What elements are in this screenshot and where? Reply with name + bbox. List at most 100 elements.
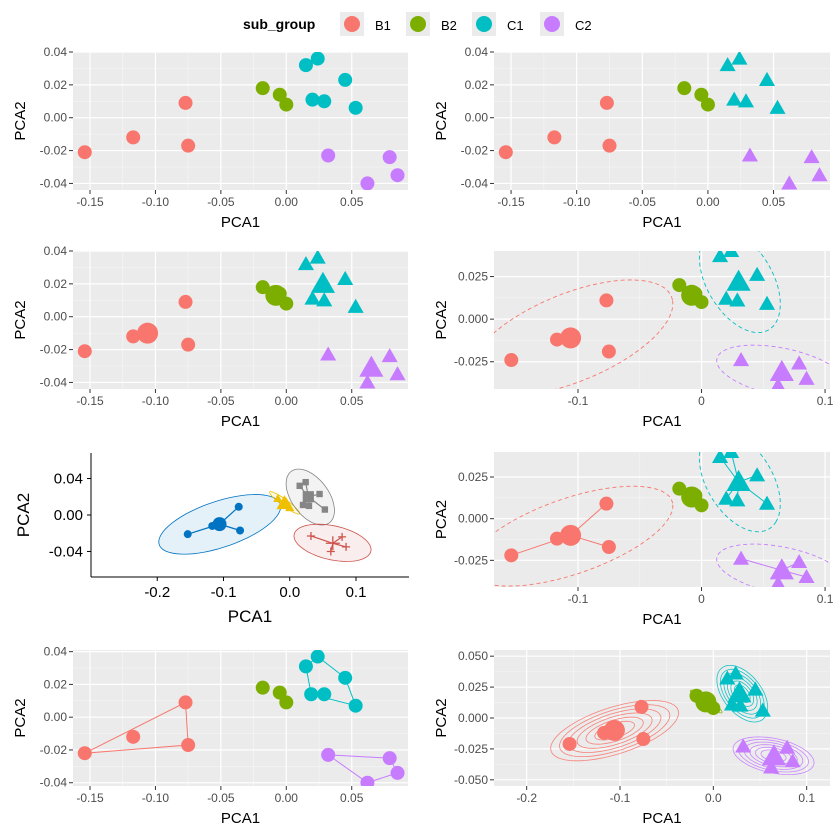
point-c1 <box>310 650 325 664</box>
legend-label-c2: C2 <box>575 18 592 33</box>
point-b1 <box>181 738 196 753</box>
point-c2 <box>771 377 785 389</box>
point-c1 <box>316 292 333 307</box>
point-b2 <box>700 97 715 112</box>
centroid-c2 <box>359 355 384 377</box>
point-b1 <box>178 695 193 710</box>
chart-panel-row4-right: -0.2 -0.1 0.0 0.1 -0.050 -0.025 0.000 0.025 0.05… <box>433 649 830 827</box>
chart-panel-row2-left: -0.15 -0.10 -0.05 0.00 0.05 -0.04 -0.02 0.00 0.0… <box>12 244 408 430</box>
panel-background <box>494 52 830 190</box>
x-tick-label: 0.05 <box>340 195 364 209</box>
point-c2 <box>781 175 798 190</box>
y-tick-label: -0.050 <box>454 773 488 787</box>
point-c1 <box>726 91 743 106</box>
point-c1 <box>338 670 353 685</box>
y-tick-label: 0.04 <box>44 45 68 59</box>
centroid-c2 <box>325 536 340 551</box>
point-b1 <box>126 329 141 344</box>
ellipse-b1 <box>494 485 674 587</box>
point-c1 <box>737 93 755 108</box>
legend-label-b1: B1 <box>375 18 391 33</box>
point-c1 <box>712 452 729 464</box>
point-c1 <box>316 490 323 498</box>
legend-label-b2: B2 <box>441 18 457 33</box>
point-b1 <box>178 294 193 309</box>
point-b2 <box>272 685 287 700</box>
point-c1 <box>727 665 744 680</box>
y-tick-label: 0.025 <box>458 680 488 694</box>
ellipse-c2 <box>716 543 830 587</box>
point-c1 <box>297 256 314 271</box>
x-tick-label: -0.05 <box>629 195 657 209</box>
point-b2 <box>677 81 692 96</box>
x-tick-label: 0.1 <box>817 394 834 408</box>
y-tick-label: -0.04 <box>461 176 489 190</box>
legend-svg: sub_group B1 B2 C1 C2 <box>243 12 592 36</box>
centroid-b1 <box>603 719 625 741</box>
centroid-c1 <box>310 271 336 293</box>
ellipse-b1 <box>494 279 674 389</box>
centroid-b1 <box>212 517 227 532</box>
point-b1 <box>77 344 92 359</box>
point-c1 <box>309 251 326 264</box>
point-b1 <box>126 729 141 744</box>
point-b2 <box>273 493 283 503</box>
panel-background <box>73 650 408 786</box>
y-axis-title: PCA2 <box>433 500 450 539</box>
point-c1 <box>758 295 776 310</box>
density-contour-b1 <box>594 720 635 741</box>
y-tick-label: 0.050 <box>458 649 488 663</box>
centroid-b2 <box>695 691 717 713</box>
density-contour-c2 <box>732 736 815 776</box>
point-b1 <box>183 530 192 539</box>
x-tick-label: -0.10 <box>142 791 170 805</box>
y-tick-label: -0.02 <box>40 144 68 158</box>
ellipse-c1 <box>698 251 781 334</box>
point-c2 <box>382 751 397 766</box>
point-c2 <box>741 147 758 162</box>
x-tick-label: -0.2 <box>144 584 170 601</box>
y-tick-label: 0.00 <box>44 710 68 724</box>
panel-background <box>494 452 830 587</box>
plot-area <box>158 468 372 562</box>
point-c2 <box>798 370 815 385</box>
density-contour-b1 <box>585 716 644 745</box>
point-b1 <box>126 130 141 145</box>
point-c1 <box>321 506 329 513</box>
point-c2 <box>359 374 376 389</box>
x-tick-label: -0.05 <box>207 394 235 408</box>
plot-area <box>550 665 815 776</box>
point-c1 <box>305 502 313 510</box>
point-c2 <box>338 532 347 541</box>
y-tick-label: 0.00 <box>54 507 83 524</box>
legend-key-b1 <box>344 16 360 32</box>
point-b1 <box>504 548 519 563</box>
point-c2 <box>389 366 406 381</box>
point-b2 <box>255 680 270 695</box>
y-tick-label: -0.04 <box>40 375 68 389</box>
centroid-b1 <box>560 327 582 349</box>
point-c2 <box>390 765 405 780</box>
y-tick-label: 0.02 <box>44 677 68 691</box>
plot-area <box>77 251 406 389</box>
y-tick-label: -0.04 <box>49 543 83 560</box>
x-tick-label: -0.10 <box>142 195 170 209</box>
point-c1 <box>758 71 776 86</box>
point-b1 <box>234 502 243 511</box>
plot-area <box>77 650 405 786</box>
centroid-b2 <box>681 284 703 306</box>
centroid-b2 <box>681 486 703 508</box>
point-c1 <box>302 478 309 486</box>
point-c2 <box>321 747 336 762</box>
point-b2 <box>279 97 294 112</box>
point-b2 <box>255 81 270 96</box>
point-c1 <box>298 58 313 73</box>
x-tick-label: 0.00 <box>696 195 720 209</box>
x-tick-label: 0.0 <box>705 791 722 805</box>
point-c1 <box>712 251 729 263</box>
y-tick-label: -0.02 <box>461 144 489 158</box>
point-b1 <box>181 138 196 153</box>
chart-panel-row4-left: -0.15 -0.10 -0.05 0.00 0.05 -0.04 -0.02 0.00 0.0… <box>12 645 408 827</box>
chart-panel-row1-right: -0.15 -0.10 -0.05 0.00 0.05 -0.04 -0.02 0.00 0.0… <box>433 45 830 231</box>
legend-entry-c1: C1 <box>472 12 524 36</box>
